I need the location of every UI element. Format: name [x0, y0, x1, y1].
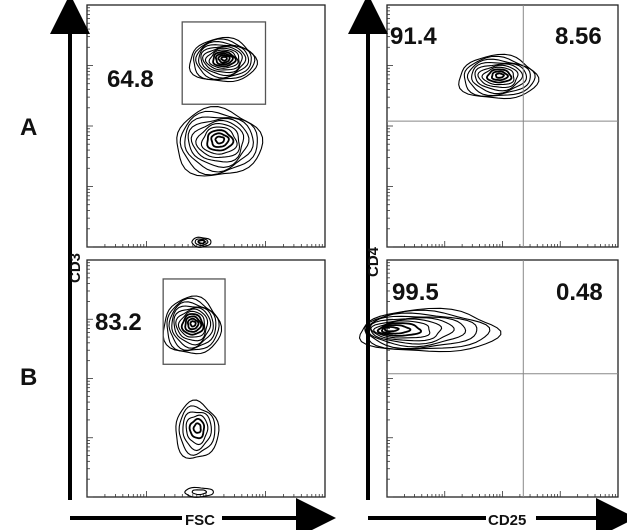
contour-a-right-pop0-level0 [458, 53, 540, 100]
contour-a-right-pop0-level8 [490, 70, 509, 81]
contour-b-right-pop0-level0 [358, 307, 502, 353]
contour-a-left-pop0-level1 [193, 38, 256, 81]
axis-ticks [86, 7, 616, 498]
contour-b-right-pop0-level8 [380, 324, 412, 335]
contour-b-right-pop0-level9 [383, 326, 400, 333]
contour-b-right-pop0-level1 [364, 309, 491, 350]
cd3-axis-label: CD3 [67, 253, 84, 283]
contour-b-left-pop1-level0 [175, 399, 220, 459]
contour-a-left-pop0-level11 [220, 56, 228, 62]
contour-a-left-pop1-level8 [210, 132, 230, 148]
cd4-axis-label: CD4 [365, 246, 382, 277]
contour-b-left-pop1-level3 [185, 414, 209, 446]
contour-a-left-pop1-level9 [214, 135, 226, 145]
contour-a-right-pop0-level7 [485, 68, 513, 84]
contour-a-left-pop1-level0 [176, 106, 264, 177]
contour-a-left-pop0-level8 [212, 50, 237, 68]
contour-a-left-pop0-level5 [202, 46, 243, 74]
contour-a-left-pop1-level4 [190, 119, 245, 163]
contour-a-right-pop0-level1 [463, 55, 536, 97]
contour-b-left-pop1-level1 [178, 405, 216, 456]
contour-layer [162, 36, 540, 498]
gate-percent-a-left: 64.8 [107, 66, 154, 93]
contour-b-right-pop0-level5 [370, 318, 443, 342]
contour-a-left-pop0-level4 [200, 45, 247, 77]
gate-layer [162, 5, 618, 497]
quadrant-upper-right-a: 8.56 [555, 23, 602, 50]
fsc-axis-label: FSC [185, 512, 215, 529]
contour-a-left-pop0-level6 [204, 47, 240, 71]
cd25-axis-label: CD25 [488, 512, 526, 529]
quadrant-upper-left-b: 99.5 [392, 279, 439, 306]
contour-a-left-pop1-level2 [184, 116, 254, 173]
contour-b-left-pop0-level7 [180, 313, 205, 336]
contour-a-left-pop2-level2 [197, 239, 206, 245]
contour-a-left-pop1-level3 [187, 118, 250, 168]
contour-a-right-pop0-level6 [481, 66, 515, 86]
contour-b-right-pop0-level6 [372, 320, 431, 339]
contour-a-right-pop0-level9 [495, 72, 505, 79]
contour-b-left-pop1-level5 [192, 422, 202, 434]
contour-b-right-pop0-level2 [365, 312, 478, 350]
row-label-a: A [20, 114, 37, 141]
gate-b-left-0 [162, 278, 226, 365]
contour-a-left-pop0-level10 [217, 54, 231, 64]
contour-a-left-pop1-level6 [200, 126, 238, 155]
gate-percent-b-left: 83.2 [95, 309, 142, 336]
contour-b-left-pop0-level10 [189, 320, 197, 328]
contour-b-left-pop0-level8 [184, 315, 203, 333]
contour-a-left-pop0-level7 [208, 49, 239, 69]
contour-a-left-pop1-level7 [206, 129, 235, 152]
contour-a-left-pop0-level0 [188, 36, 258, 83]
quadrant-upper-right-b: 0.48 [556, 279, 603, 306]
contour-b-left-pop0-level0 [162, 295, 223, 355]
contour-a-right-pop0-level4 [474, 63, 524, 92]
contour-a-left-pop2-level0 [191, 236, 212, 248]
row-label-b: B [20, 364, 37, 391]
contour-a-left-pop1-level5 [195, 122, 241, 159]
contour-b-right-pop0-level7 [376, 322, 422, 337]
contour-b-left-pop0-level9 [187, 317, 200, 331]
contour-b-left-pop0-level3 [171, 305, 214, 349]
contour-a-right-pop0-level3 [471, 61, 528, 95]
contour-b-left-pop2-level1 [191, 489, 208, 496]
quadrant-upper-left-a: 91.4 [390, 23, 437, 50]
contour-b-left-pop0-level1 [166, 297, 220, 352]
gate-a-left-0 [181, 21, 267, 105]
contour-b-left-pop0-level6 [177, 310, 206, 338]
contour-a-left-pop2-level1 [194, 238, 209, 247]
contour-a-right-pop0-level5 [477, 64, 519, 89]
contour-b-left-pop2-level0 [184, 486, 214, 498]
contour-b-left-pop0-level5 [175, 308, 209, 342]
contour-b-left-pop0-level4 [173, 307, 212, 346]
contour-b-left-pop1-level2 [182, 411, 212, 452]
contour-b-left-pop1-level4 [188, 418, 205, 440]
contour-a-left-pop0-level9 [215, 52, 234, 66]
panel-b-left-frame [86, 259, 326, 498]
